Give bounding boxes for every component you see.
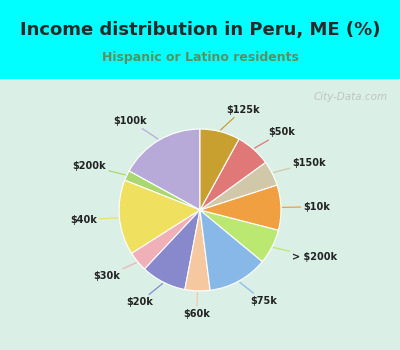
Wedge shape (200, 162, 277, 210)
Text: Hispanic or Latino residents: Hispanic or Latino residents (102, 51, 298, 64)
Wedge shape (200, 129, 239, 210)
Text: $100k: $100k (114, 116, 158, 139)
Text: $10k: $10k (282, 202, 330, 212)
Text: $20k: $20k (126, 284, 162, 307)
Wedge shape (200, 185, 281, 230)
Wedge shape (200, 139, 266, 210)
Wedge shape (129, 129, 200, 210)
Wedge shape (132, 210, 200, 269)
Wedge shape (144, 210, 200, 289)
Wedge shape (200, 210, 278, 261)
Text: $40k: $40k (70, 215, 118, 225)
Wedge shape (119, 180, 200, 253)
Text: $150k: $150k (274, 158, 326, 173)
Wedge shape (125, 171, 200, 210)
Text: $75k: $75k (240, 282, 277, 306)
Text: Income distribution in Peru, ME (%): Income distribution in Peru, ME (%) (20, 21, 380, 39)
Text: City-Data.com: City-Data.com (314, 92, 388, 102)
Text: $200k: $200k (73, 161, 125, 175)
Text: $30k: $30k (93, 262, 136, 281)
Text: $125k: $125k (220, 105, 259, 130)
Text: $50k: $50k (254, 127, 295, 148)
Text: > $200k: > $200k (274, 247, 338, 262)
Wedge shape (185, 210, 210, 291)
Text: $60k: $60k (183, 293, 210, 318)
Wedge shape (200, 210, 262, 290)
